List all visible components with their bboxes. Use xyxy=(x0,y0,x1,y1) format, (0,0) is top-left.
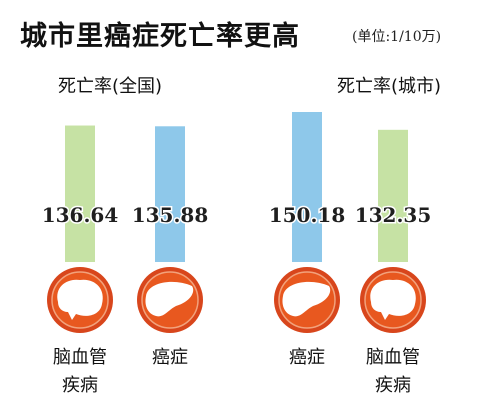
data-label: 136.64 xyxy=(42,203,119,227)
brain-shape xyxy=(370,279,416,320)
liver-shape xyxy=(145,281,194,317)
category-label: 癌症 xyxy=(152,347,188,368)
brain-shape xyxy=(57,279,103,320)
data-label: 132.35 xyxy=(355,203,432,227)
liver-shape xyxy=(282,281,331,317)
bar xyxy=(65,125,95,262)
brain-icon xyxy=(47,267,113,333)
bar xyxy=(155,126,185,262)
liver-icon xyxy=(137,267,203,333)
category-label: 脑血管 疾病 xyxy=(366,347,420,396)
data-label: 135.88 xyxy=(132,203,209,227)
bar xyxy=(292,112,322,262)
panel-title-national: 死亡率(全国) xyxy=(58,76,163,97)
liver-icon xyxy=(274,267,340,333)
unit-label: (单位:1/10万) xyxy=(352,29,442,45)
panel-title-urban: 死亡率(城市) xyxy=(337,76,442,97)
brain-icon xyxy=(360,267,426,333)
bar xyxy=(378,129,408,262)
chart-title: 城市里癌症死亡率更高 xyxy=(20,21,300,52)
category-label: 脑血管 疾病 xyxy=(53,347,107,396)
category-label: 癌症 xyxy=(289,347,325,368)
data-label: 150.18 xyxy=(269,203,346,227)
